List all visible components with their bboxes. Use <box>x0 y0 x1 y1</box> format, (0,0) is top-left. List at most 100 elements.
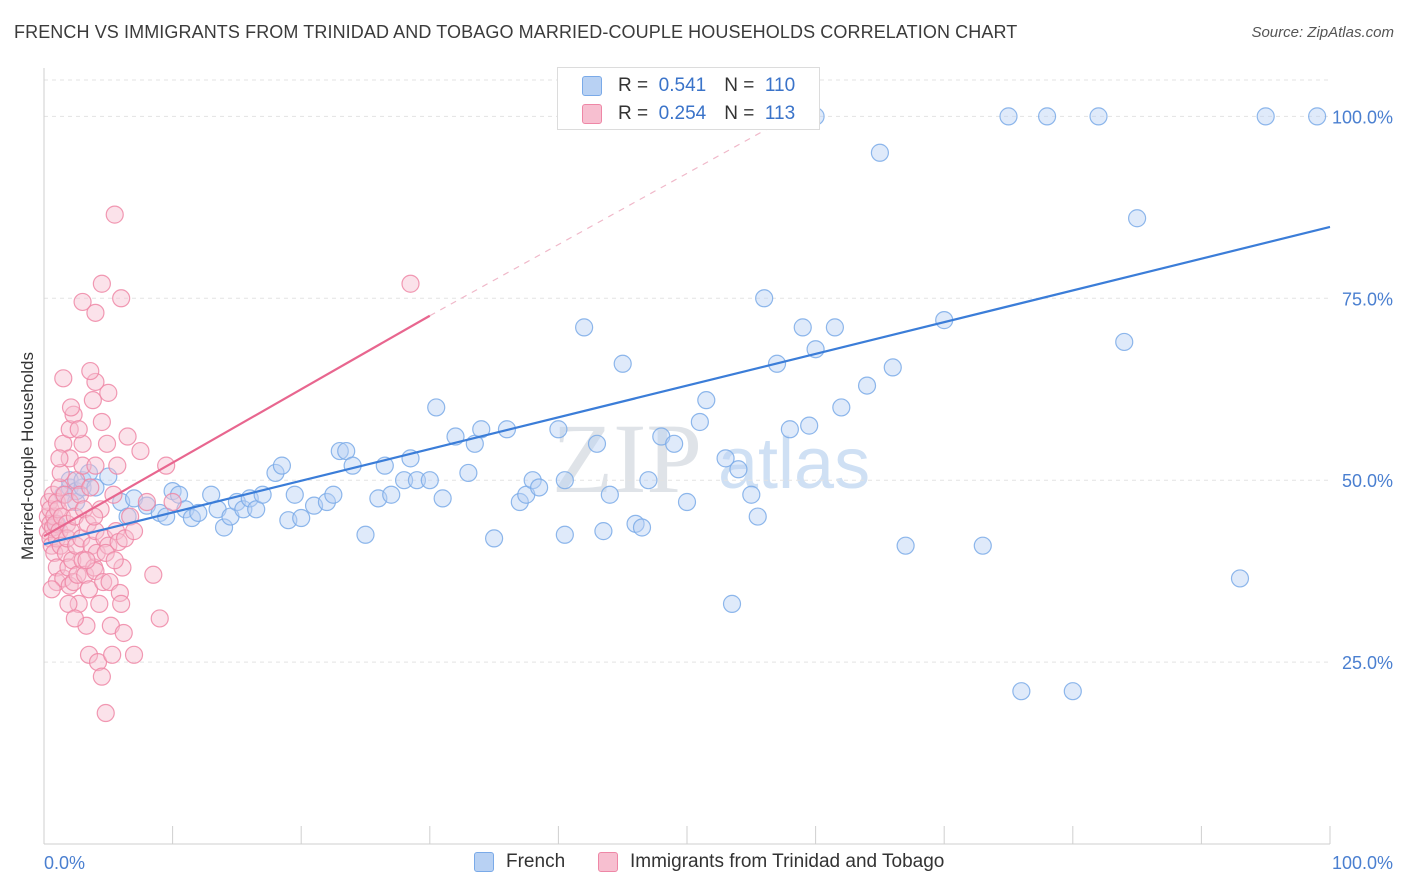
watermark-zip: ZIP <box>552 403 702 514</box>
french-point <box>234 500 253 519</box>
french-point <box>1256 107 1275 126</box>
french-point <box>330 441 349 461</box>
y-tick-label: 75.0% <box>1342 289 1393 309</box>
french-point <box>587 434 607 453</box>
trinidad-trendline <box>43 314 431 538</box>
french-point <box>697 391 716 410</box>
trinidad-point <box>81 478 100 497</box>
legend-n-label: N = <box>724 103 755 124</box>
french-point <box>857 376 877 395</box>
trinidad-point <box>73 434 92 453</box>
french-point <box>780 420 799 439</box>
legend-swatch-trinidad <box>582 104 602 124</box>
trinidad-point <box>118 427 137 446</box>
legend-swatch-french <box>582 76 602 96</box>
trinidad-point <box>70 485 90 504</box>
french-point <box>1012 682 1031 701</box>
trinidad-point <box>56 543 75 563</box>
trendlines <box>43 115 1331 546</box>
trinidad-point <box>131 441 150 461</box>
source-label: Source: ZipAtlas.com <box>1251 24 1394 41</box>
trinidad-point <box>54 369 73 388</box>
french-point <box>356 525 375 544</box>
chart-title: FRENCH VS IMMIGRANTS FROM TRINIDAD AND T… <box>14 22 1018 42</box>
french-point <box>285 485 304 504</box>
trinidad-point <box>73 456 92 475</box>
french-trendline <box>43 225 1331 546</box>
trinidad-point <box>92 667 111 686</box>
legend-n-label: N = <box>724 75 755 96</box>
french-point <box>530 478 549 497</box>
x-tick-labels: 0.0% 100.0% <box>44 853 1393 873</box>
trinidad-point <box>42 580 61 599</box>
french-point <box>382 485 401 504</box>
french-point <box>748 507 767 526</box>
series-legend-label-trinidad: Immigrants from Trinidad and Tobago <box>630 851 945 872</box>
trinidad-point <box>73 292 92 312</box>
trinidad-point <box>112 594 131 613</box>
series-legend-label-french: French <box>506 851 566 872</box>
trinidad-point <box>77 551 96 570</box>
french-point <box>665 434 684 453</box>
series-legend-swatch-trinidad <box>598 852 618 872</box>
trinidad-point <box>54 569 73 588</box>
trinidad-point <box>86 303 105 322</box>
x-tick-label-start: 0.0% <box>44 853 85 873</box>
french-point <box>1063 682 1082 701</box>
trinidad-point <box>92 274 111 293</box>
french-point <box>755 289 774 308</box>
french-point <box>420 471 439 490</box>
french-point <box>793 318 812 337</box>
trinidad-point <box>79 580 99 599</box>
french-point <box>555 525 574 544</box>
trinidad-point <box>88 652 108 672</box>
french-point <box>549 420 568 439</box>
french-point <box>690 412 709 432</box>
legend-row-french: R = 0.541 N = 110 <box>582 73 795 99</box>
french-point <box>407 471 427 490</box>
legend-n-value-trinidad: 113 <box>764 103 796 124</box>
trinidad-point <box>50 449 69 468</box>
y-tick-label: 25.0% <box>1342 653 1393 673</box>
french-point <box>214 518 234 537</box>
correlation-legend: R = 0.541 N = 110 R = 0.254 N = 113 <box>557 67 820 130</box>
trinidad-point <box>96 703 115 723</box>
french-point <box>394 471 414 490</box>
trinidad-point <box>81 361 100 381</box>
french-point <box>523 471 542 490</box>
french-point <box>510 492 529 512</box>
trinidad-point <box>163 492 182 512</box>
legend-n-value-french: 110 <box>764 75 796 96</box>
trinidad-point <box>69 594 88 613</box>
trinidad-point <box>86 456 105 475</box>
french-point <box>427 398 446 417</box>
french-point <box>800 416 819 435</box>
trinidad-point <box>113 558 132 577</box>
watermark: ZIP atlas <box>552 403 870 514</box>
series-legend-french[interactable]: French <box>474 851 565 873</box>
french-point <box>575 318 594 337</box>
trinidad-point <box>105 551 124 570</box>
french-points <box>47 107 1327 701</box>
french-point <box>292 508 311 528</box>
trinidad-point <box>99 383 118 402</box>
french-point <box>742 485 761 504</box>
trinidad-point <box>97 434 117 453</box>
french-point <box>472 420 491 439</box>
french-point <box>1115 332 1134 352</box>
french-point <box>832 398 851 417</box>
trinidad-trendline-extension <box>429 115 791 317</box>
french-point <box>1089 107 1108 126</box>
french-point <box>555 471 574 490</box>
legend-row-trinidad: R = 0.254 N = 113 <box>582 101 795 127</box>
french-point <box>266 463 285 483</box>
french-point <box>999 107 1018 126</box>
trinidad-point <box>137 492 156 512</box>
trinidad-point <box>124 522 144 541</box>
french-point <box>639 471 658 490</box>
french-point <box>433 489 452 508</box>
trinidad-point <box>144 565 163 584</box>
series-legend-trinidad[interactable]: Immigrants from Trinidad and Tobago <box>598 851 944 873</box>
trinidad-point <box>112 289 131 308</box>
legend-r-label: R = <box>618 103 649 124</box>
